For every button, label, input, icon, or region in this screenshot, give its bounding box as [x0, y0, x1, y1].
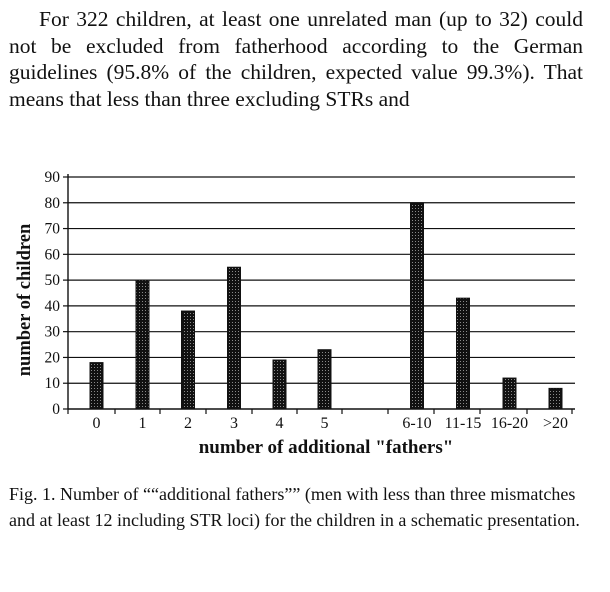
y-tick-label: 70	[45, 221, 61, 238]
y-tick-label: 20	[45, 349, 61, 366]
x-tick-label: 6-10	[402, 415, 431, 432]
x-tick-label: 11-15	[445, 415, 482, 432]
bar-0	[89, 362, 104, 410]
figure-caption: Fig. 1. Number of ““additional fathers””…	[9, 484, 580, 530]
y-tick-label: 30	[45, 324, 61, 341]
y-tick-label: 40	[45, 298, 61, 315]
x-axis-label: number of additional "fathers"	[199, 437, 454, 458]
y-tick-label: 90	[45, 169, 61, 186]
y-tick-label: 80	[45, 195, 61, 212]
y-tick-label: 0	[52, 401, 60, 418]
bar-1	[135, 279, 150, 410]
y-axis-label: number of children	[15, 223, 35, 376]
x-tick-label: 1	[139, 415, 147, 432]
y-tick-label: 60	[45, 246, 61, 263]
bar->20	[548, 387, 563, 410]
y-tick-label: 50	[45, 272, 61, 289]
x-tick-label: 4	[276, 415, 284, 432]
bar-16-20	[502, 377, 517, 410]
bar-5	[317, 349, 332, 410]
x-tick-label: 16-20	[491, 415, 528, 432]
bar-11-15	[456, 297, 470, 410]
y-tick-label: 10	[45, 375, 61, 392]
bar-4	[272, 359, 287, 410]
bar-6-10	[410, 202, 424, 410]
x-tick-label: >20	[543, 415, 568, 432]
bar-chart: 0 10 20 30 40 50 60 70 80 90 0 1 2 3 4 5 6-10 11-15 16-20 >…	[15, 169, 575, 458]
x-tick-label: 0	[93, 415, 101, 432]
bar-3	[227, 266, 241, 410]
x-tick-label: 2	[184, 415, 192, 432]
body-paragraph: For 322 children, at least one unrelated…	[9, 7, 583, 111]
x-tick-label: 3	[230, 415, 238, 432]
x-tick-label: 5	[321, 415, 329, 432]
bar-2	[181, 310, 195, 410]
